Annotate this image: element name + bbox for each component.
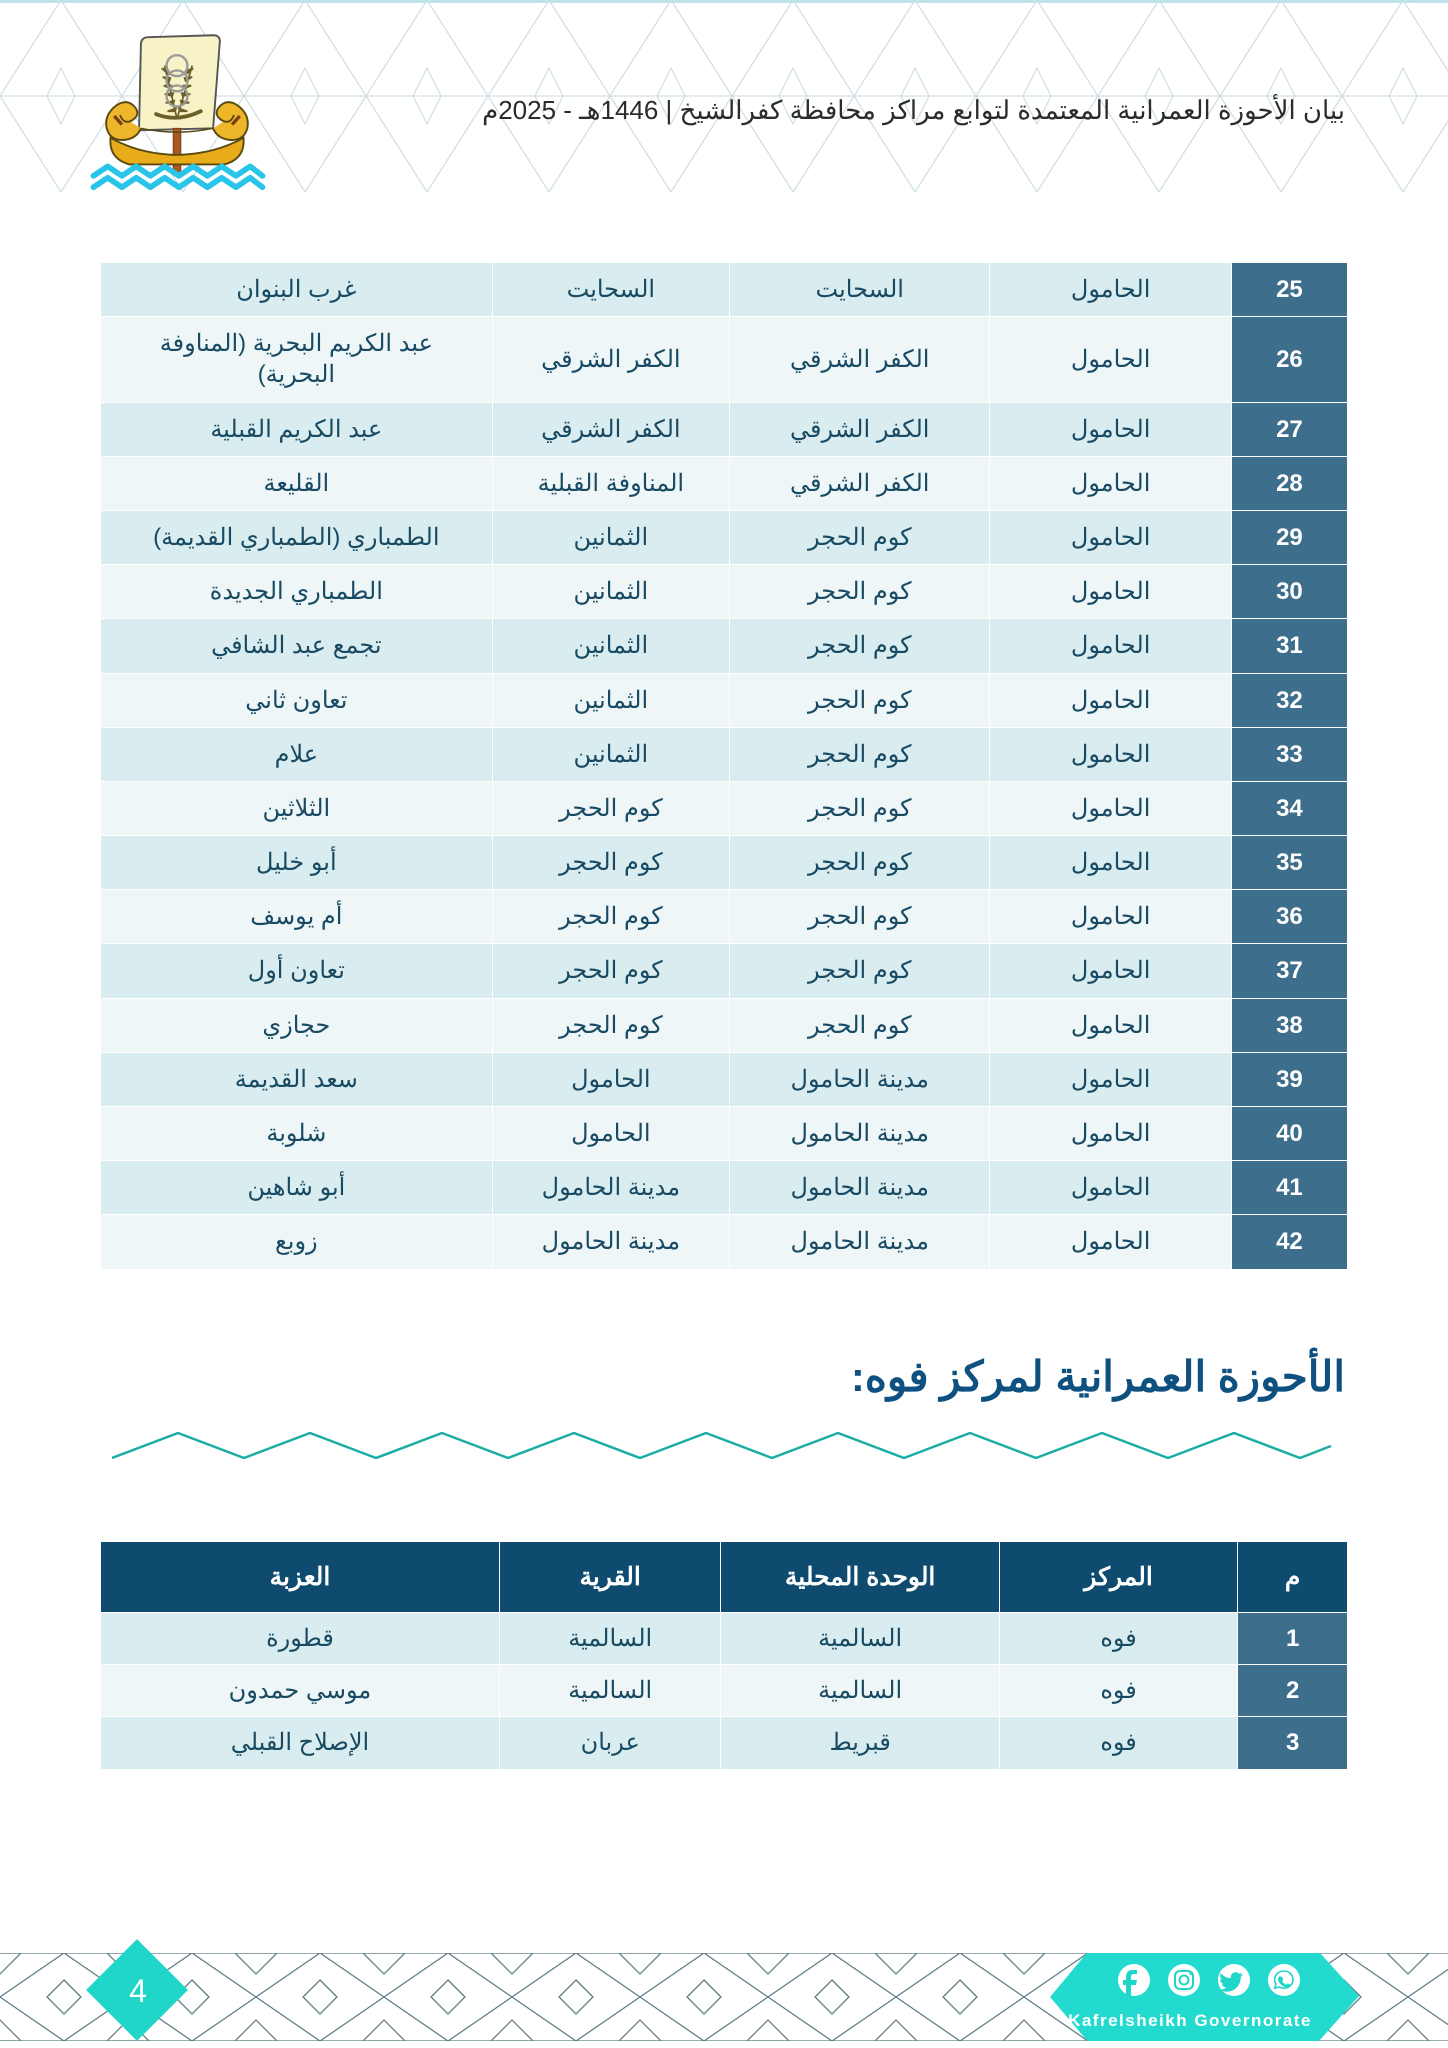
svg-text:Kafrelsheikh Governorate: Kafrelsheikh Governorate xyxy=(1068,2011,1312,2030)
